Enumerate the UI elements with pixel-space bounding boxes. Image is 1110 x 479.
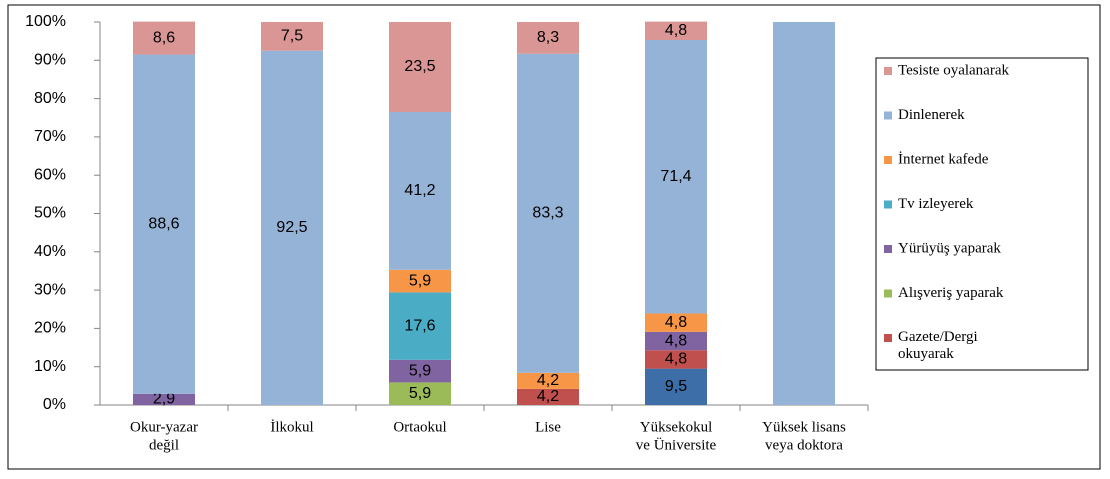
y-tick-label: 0% <box>43 396 66 413</box>
bar-segment <box>389 359 451 383</box>
data-label: 83,3 <box>532 205 563 222</box>
data-label: 4,8 <box>665 332 687 349</box>
data-label: 4,8 <box>665 314 687 331</box>
x-tick-label: İlkokul <box>270 419 313 435</box>
data-label: 92,5 <box>276 219 307 236</box>
bar-segment <box>517 388 579 405</box>
bar-segment <box>261 50 323 405</box>
bar-segment <box>517 22 579 54</box>
data-label: 4,2 <box>537 372 559 389</box>
data-label: 41,2 <box>404 182 435 199</box>
y-tick-label: 10% <box>34 358 66 375</box>
data-label: 88,6 <box>148 215 179 232</box>
y-tick-label: 60% <box>34 166 66 183</box>
legend-swatch <box>884 200 892 209</box>
data-label: 2,9 <box>153 391 175 408</box>
bar-segment <box>389 112 451 270</box>
bar-segment <box>773 22 835 405</box>
legend-swatch <box>884 289 892 298</box>
data-label: 9,5 <box>665 378 687 395</box>
bar-segment <box>389 269 451 293</box>
x-tick-label: ve Üniversite <box>636 436 717 453</box>
legend-label: Yürüyüş yaparak <box>898 240 1001 256</box>
x-tick-label: veya doktora <box>765 437 843 453</box>
legend-label: İnternet kafede <box>898 151 989 167</box>
bar-segment <box>645 21 707 41</box>
y-tick-label: 80% <box>34 90 66 107</box>
x-tick-label: Yüksekokul <box>640 419 713 435</box>
data-label: 17,6 <box>404 317 435 334</box>
data-label: 4,8 <box>665 22 687 39</box>
legend-label: Dinlenerek <box>898 107 965 123</box>
legend-swatch <box>884 156 892 164</box>
x-tick-label: Yüksek lisans <box>762 419 846 435</box>
bar-segment <box>645 350 707 369</box>
legend-swatch <box>884 334 892 342</box>
y-tick-label: 100% <box>25 13 66 30</box>
bar-segment <box>133 393 195 405</box>
bar-segment <box>645 40 707 314</box>
legend-swatch <box>884 67 892 75</box>
legend-label: Alışveriş yaparak <box>898 285 1004 301</box>
data-label: 7,5 <box>281 28 303 45</box>
bar-segment <box>389 382 451 405</box>
data-label: 5,9 <box>409 362 431 379</box>
bar-segment <box>261 22 323 51</box>
data-label: 8,3 <box>537 29 559 46</box>
data-label: 4,2 <box>537 388 559 405</box>
y-tick-label: 70% <box>34 128 66 145</box>
bar-segment <box>133 54 195 394</box>
legend-label: Tv izleyerek <box>898 196 974 212</box>
data-label: 5,9 <box>409 385 431 402</box>
x-tick-label: değil <box>149 437 179 453</box>
y-tick-label: 20% <box>34 320 66 337</box>
data-label: 8,6 <box>153 29 175 46</box>
bar-segment <box>389 292 451 360</box>
x-tick-label: Lise <box>535 419 561 435</box>
data-label: 71,4 <box>660 168 691 185</box>
y-tick-label: 30% <box>34 281 66 298</box>
legend-swatch <box>884 245 892 253</box>
y-tick-label: 40% <box>34 243 66 260</box>
x-tick-label: Ortaokul <box>393 419 446 435</box>
bar-segment <box>517 53 579 373</box>
x-tick-label: Okur-yazar <box>130 419 198 435</box>
legend-box <box>875 57 1089 371</box>
y-tick-label: 90% <box>34 52 66 69</box>
data-label: 5,9 <box>409 272 431 289</box>
legend-swatch <box>884 111 892 120</box>
bar-segment <box>645 331 707 351</box>
legend-label: Gazete/Dergi okuyarak <box>898 329 981 362</box>
bar-segment <box>645 368 707 405</box>
bar-segment <box>645 313 707 332</box>
y-tick-label: 50% <box>34 205 66 222</box>
data-label: 4,8 <box>665 351 687 368</box>
bar-segment <box>389 22 451 113</box>
bar-segment <box>517 372 579 389</box>
bar-segment <box>133 21 195 55</box>
legend-label: Tesiste oyalanarak <box>898 62 1009 78</box>
data-label: 23,5 <box>404 58 435 75</box>
